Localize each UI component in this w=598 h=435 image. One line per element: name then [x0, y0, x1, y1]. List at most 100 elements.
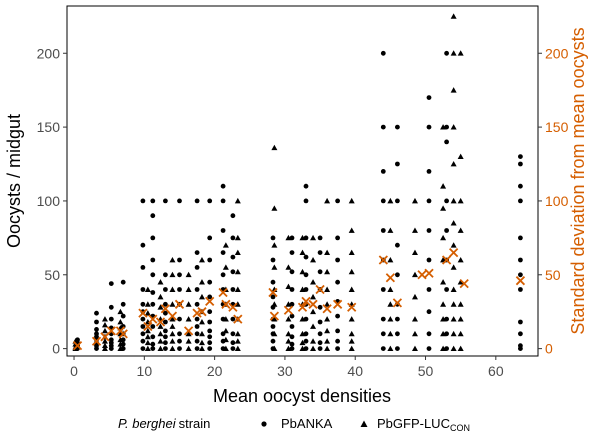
pbanka-point	[518, 287, 523, 292]
pbgfp-point	[234, 234, 241, 241]
pbgfp-point	[198, 293, 205, 300]
pbanka-point	[163, 328, 168, 334]
pbanka-point	[317, 269, 323, 275]
sd-marker	[138, 308, 148, 318]
pbanka-point	[220, 272, 226, 278]
pbanka-point	[150, 272, 156, 278]
pbanka-point	[163, 334, 168, 340]
pbgfp-point	[285, 283, 292, 289]
pbanka-point	[230, 269, 236, 275]
pbanka-point	[426, 228, 432, 233]
pbanka-point	[140, 338, 146, 344]
legend-label-pbanka: PbANKA	[281, 416, 333, 431]
sd-marker	[322, 304, 332, 314]
legend-label-pbgfp-sub: CON	[450, 423, 470, 433]
pbgfp-point	[324, 197, 331, 204]
pbgfp-point	[411, 316, 418, 322]
pbanka-point	[395, 242, 400, 248]
pbgfp-point	[450, 87, 457, 93]
sd-marker	[160, 304, 171, 314]
pbanka-point	[207, 257, 213, 263]
pbanka-point	[207, 340, 213, 346]
pbgfp-point	[285, 264, 292, 270]
pbgfp-point	[185, 271, 192, 278]
x-axis-title: Mean oocyst densities	[213, 386, 391, 406]
pbanka-point	[230, 287, 236, 292]
pbgfp-point	[117, 341, 124, 347]
pbgfp-point	[157, 338, 164, 344]
y2-tick-label: 200	[545, 45, 569, 61]
pbgfp-point	[234, 345, 241, 352]
pbanka-point	[230, 254, 236, 260]
pbgfp-point	[310, 279, 317, 285]
pbanka-point	[380, 346, 386, 351]
pbanka-point	[94, 327, 99, 332]
sd-marker	[268, 287, 278, 298]
pbgfp-point	[299, 316, 306, 322]
pbgfp-point	[222, 316, 229, 322]
pbgfp-point	[169, 330, 176, 337]
pbgfp-point	[144, 333, 151, 340]
pbgfp-point	[457, 153, 464, 160]
pbgfp-point	[144, 327, 151, 334]
sd-marker	[308, 299, 318, 309]
pbanka-point	[444, 228, 449, 233]
pbgfp-point	[440, 301, 447, 307]
pbanka-point	[426, 124, 432, 130]
pbgfp-point	[457, 279, 464, 285]
pbanka-point	[303, 254, 309, 260]
pbgfp-point	[299, 234, 306, 241]
pbanka-point	[140, 324, 146, 329]
pbgfp-point	[299, 339, 306, 346]
legend-title: P. berghei	[118, 416, 177, 431]
pbgfp-point	[440, 345, 447, 352]
pbgfp-point	[299, 249, 306, 256]
pbgfp-point	[144, 345, 151, 352]
pbanka-point	[335, 346, 340, 351]
pbanka-point	[317, 319, 323, 325]
pbanka-point	[94, 331, 99, 337]
pbgfp-point	[169, 301, 176, 307]
y2-tick-label: 100	[545, 193, 569, 209]
pbanka-point	[207, 334, 213, 340]
pbanka-point	[518, 235, 523, 241]
pbanka-point	[426, 257, 432, 263]
pbgfp-point	[450, 345, 457, 352]
pbanka-point	[335, 338, 340, 344]
pbgfp-point	[271, 242, 278, 248]
pbgfp-point	[169, 286, 176, 292]
pbanka-point	[395, 331, 400, 337]
pbanka-point	[444, 50, 449, 56]
pbgfp-point	[450, 301, 457, 307]
pbanka-point	[177, 272, 182, 278]
pbgfp-point	[169, 271, 176, 278]
pbgfp-point	[169, 338, 176, 344]
pbgfp-point	[271, 144, 278, 151]
pbanka-point	[140, 346, 146, 351]
y-tick-label: 0	[52, 341, 60, 357]
pbanka-point	[270, 257, 276, 263]
points-layer	[72, 13, 523, 352]
pbanka-point	[270, 279, 276, 285]
sd-marker	[301, 296, 311, 306]
pbgfp-point	[348, 330, 355, 337]
pbgfp-point	[450, 50, 457, 56]
pbanka-point	[380, 228, 386, 233]
sd-marker	[378, 255, 388, 265]
pbanka-point	[220, 198, 226, 204]
y2-tick-label: 150	[545, 119, 569, 135]
pbgfp-point	[450, 161, 457, 167]
pbgfp-point	[198, 279, 205, 285]
pbanka-point	[194, 346, 200, 351]
pbgfp-point	[144, 286, 151, 292]
legend-title-suffix: strain	[179, 416, 211, 431]
pbgfp-point	[101, 327, 108, 334]
pbgfp-point	[198, 339, 205, 346]
sd-marker	[347, 302, 357, 312]
pbgfp-point	[411, 227, 418, 233]
pbgfp-point	[271, 330, 278, 337]
pbgfp-point	[348, 197, 355, 204]
pbgfp-point	[198, 319, 205, 325]
pbanka-point	[177, 346, 182, 351]
pbgfp-point	[157, 279, 164, 285]
